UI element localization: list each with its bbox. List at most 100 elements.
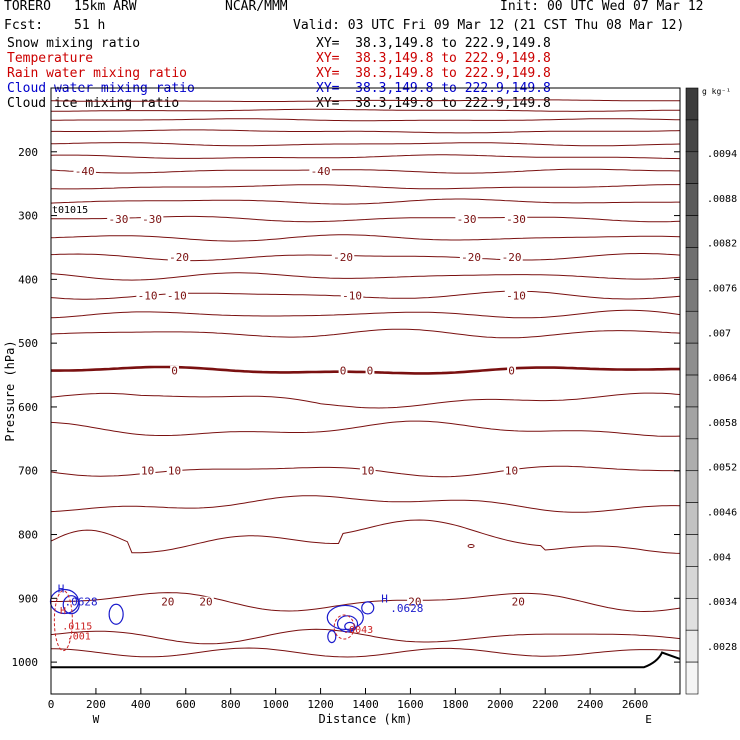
temperature-contour-line [50, 272, 681, 281]
temperature-contour-line [50, 184, 680, 190]
x-tick-label: 600 [176, 698, 196, 711]
x-end-label-east: E [645, 713, 652, 726]
temperature-contour-line [50, 309, 681, 319]
contour-tag-label-bg [51, 205, 91, 216]
temperature-contour-label-bg [365, 365, 375, 377]
temperature-contour-line [50, 519, 681, 554]
temperature-contour-label-bg [198, 596, 214, 608]
temperature-contour-label: -30 [142, 213, 162, 226]
temperature-contour-label-bg [504, 290, 528, 302]
x-tick-label: 0 [48, 698, 55, 711]
x-tick-label: 2400 [577, 698, 604, 711]
colorbar-cell [685, 598, 699, 631]
contour-tag-label: t01015 [52, 205, 88, 216]
resolution-label: 15km ARW [74, 0, 137, 14]
temperature-contour-label-bg [500, 252, 523, 264]
legend-label-temperature: Temperature [7, 51, 94, 66]
legend-label-snow: Snow mixing ratio [7, 36, 141, 51]
temperature-contour-label: -20 [461, 251, 481, 264]
temperature-contour-label-bg [510, 596, 527, 608]
cloud-water-contour [361, 601, 375, 615]
cloud-water-label: H [58, 583, 65, 596]
x-tick-label: 2000 [487, 698, 514, 711]
temperature-contour-label: -10 [506, 289, 526, 302]
temperature-contour-label: 0 [367, 365, 374, 378]
temperature-contour-label-bg [136, 290, 159, 302]
temperature-contour-label: 0 [508, 365, 515, 378]
temperature-contour-line [50, 628, 681, 645]
colorbar-cell [685, 502, 699, 535]
colorbar-tick-label: .0052 [707, 463, 737, 474]
rain-water-label: .0115 [62, 622, 92, 633]
temperature-contour-label-bg [331, 252, 355, 264]
legend-label-rain: Rain water mixing ratio [7, 66, 188, 81]
temperature-contour-label: -40 [311, 165, 331, 178]
terrain-line [51, 651, 681, 669]
temperature-contour-label-bg [140, 213, 164, 225]
temperature-contour-label-bg [309, 166, 332, 178]
temperature-contour-label-bg [170, 365, 179, 377]
temperature-contour-label: 10 [168, 465, 181, 478]
y-axis-title: Pressure (hPa) [3, 340, 17, 441]
y-tick-label: 800 [18, 529, 38, 542]
temperature-contour-line [50, 142, 681, 147]
temperature-contour-label: -10 [138, 289, 158, 302]
x-tick-label: 1000 [262, 698, 289, 711]
x-tick-label: 2600 [622, 698, 649, 711]
colorbar: g kg⁻¹ .0094 .0088 .0082 .0076 .007 .0064 .0058… [685, 87, 737, 695]
temperature-contour-label: -20 [502, 251, 522, 264]
temperature-contour-label-bg [340, 290, 364, 302]
temperature-contour-label-bg [455, 213, 478, 225]
temperature-contour-label-bg [165, 290, 189, 302]
colorbar-unit: g kg⁻¹ [702, 87, 731, 96]
rain-water-label: .001 [67, 631, 91, 642]
cloud-water-contour [108, 603, 124, 625]
cloud-water-label: H [381, 592, 388, 605]
temperature-contour-label: -30 [457, 213, 477, 226]
legend-label-cloud-ice: Cloud ice mixing ratio [7, 96, 180, 111]
legend-label-cloud-water: Cloud water mixing ratio [7, 81, 195, 96]
temperature-contour-line [50, 420, 681, 437]
colorbar-cell [685, 374, 699, 408]
temperature-contour-line [51, 118, 681, 122]
cloud-water-contour [344, 621, 356, 631]
x-tick-label: 1600 [397, 698, 424, 711]
colorbar-cell [685, 534, 699, 567]
temperature-contour-label: -30 [108, 213, 128, 226]
temperature-contour-label-bg [107, 213, 130, 225]
temperature-contour-line [50, 168, 680, 174]
temperature-contour-label: 20 [408, 596, 421, 609]
temperature-contour-label-bg [507, 365, 516, 377]
x-tick-label: 400 [131, 698, 151, 711]
rain-water-contour [333, 614, 355, 640]
temperature-contour-label: 0 [340, 365, 347, 378]
temperature-contour-line [50, 198, 680, 205]
x-tick-label: 2200 [532, 698, 559, 711]
temperature-contour-line [50, 392, 681, 409]
temperature-contour-small [467, 544, 475, 549]
colorbar-cell [685, 310, 699, 344]
temperature-contour-line [51, 99, 680, 102]
colorbar-cell [685, 342, 699, 376]
legend-xy-rain: XY= 38.3,149.8 to 222.9,149.8 [316, 66, 551, 81]
colorbar-tick-label: .0088 [707, 194, 737, 205]
temperature-contour-label: 10 [361, 465, 374, 478]
cloud-water-contour [327, 629, 337, 644]
cloud-water-label: .0628 [64, 596, 97, 609]
colorbar-cell [685, 406, 699, 440]
x-tick-label: 1400 [352, 698, 379, 711]
temperature-contour-label: 10 [141, 465, 154, 478]
temperature-contour-label-bg [359, 465, 376, 477]
temperature-contour-label-bg [159, 596, 176, 608]
y-tick-label: 300 [18, 210, 38, 223]
x-end-label-west: W [93, 713, 100, 726]
temperature-contour-label-bg [139, 465, 156, 477]
colorbar-tick-label: .0028 [707, 642, 737, 653]
rain-water-label: H [60, 606, 66, 617]
model-name: TORERO [4, 0, 51, 14]
fcst-label: Fcst: [4, 18, 44, 33]
temperature-contour-label: -20 [333, 251, 353, 264]
colorbar-cell [685, 438, 699, 472]
